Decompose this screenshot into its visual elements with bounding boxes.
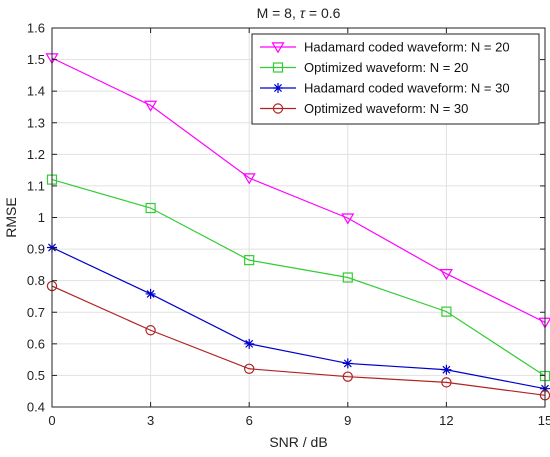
y-tick-label: 1.6 xyxy=(27,21,45,36)
x-tick-label: 6 xyxy=(246,413,253,428)
axis-ticks xyxy=(51,27,546,408)
y-tick-label: 1.3 xyxy=(27,115,45,130)
x-tick-label: 0 xyxy=(48,413,55,428)
series-lines xyxy=(51,57,546,396)
y-tick-label: 0.9 xyxy=(27,242,45,257)
x-tick-labels: 0 3 6 9 12 15 xyxy=(48,413,550,428)
data-point-series-3 xyxy=(342,358,353,369)
series-line-3 xyxy=(51,246,546,390)
data-point-series-1 xyxy=(341,213,355,225)
series-line-1 xyxy=(51,57,546,323)
y-tick-label: 0.6 xyxy=(27,336,45,351)
data-point-series-3 xyxy=(244,338,255,349)
chart-title: M = 8, τ = 0.6 xyxy=(257,5,341,21)
y-tick-label: 0.8 xyxy=(27,273,45,288)
y-tick-label: 1.1 xyxy=(27,178,45,193)
y-tick-label: 1.4 xyxy=(27,84,45,99)
data-point-series-1 xyxy=(439,268,453,281)
data-point-series-2 xyxy=(145,202,156,214)
data-point-series-2 xyxy=(441,306,452,317)
data-point-series-2 xyxy=(342,272,353,283)
legend-marker-4 xyxy=(272,103,284,114)
y-tick-labels: 0.4 0.5 0.6 0.7 0.8 0.9 1 1.1 1.2 1.3 1.4 1.5 1.6 xyxy=(27,21,45,415)
x-axis-label: SNR / dB xyxy=(269,434,327,450)
series-line-4 xyxy=(51,285,546,396)
legend-box xyxy=(251,33,540,125)
data-point-series-3 xyxy=(441,364,452,375)
data-point-series-4 xyxy=(441,377,452,388)
data-point-series-2 xyxy=(244,255,255,266)
y-tick-label: 1.5 xyxy=(27,52,45,67)
legend-marker-1 xyxy=(271,42,285,54)
data-point-series-4 xyxy=(342,371,353,382)
legend-entry-1: Hadamard coded waveform: N = 20 xyxy=(304,40,510,55)
y-tick-label: 0.5 xyxy=(27,368,45,383)
legend-marker-3 xyxy=(273,83,283,93)
data-point-series-1 xyxy=(242,173,256,185)
y-tick-label: 0.7 xyxy=(27,305,45,320)
y-axis-label: RMSE xyxy=(3,197,19,237)
legend-entry-2: Optimized waveform: N = 20 xyxy=(304,60,468,75)
y-tick-label: 1 xyxy=(38,210,45,225)
data-point-series-4 xyxy=(243,363,255,374)
chart-title-prefix: M = 8, xyxy=(257,5,300,21)
series-line-2 xyxy=(51,179,546,377)
x-tick-label: 9 xyxy=(344,413,351,428)
y-tick-label: 1.2 xyxy=(27,147,45,162)
y-tick-label: 0.4 xyxy=(27,400,45,415)
legend-marker-2 xyxy=(272,62,284,73)
x-tick-label: 15 xyxy=(538,413,550,428)
data-point-series-1 xyxy=(144,100,158,112)
legend: Hadamard coded waveform: N = 20 Optimized… xyxy=(251,33,540,125)
chart-title-symbol: τ xyxy=(300,5,306,21)
legend-entry-3: Hadamard coded waveform: N = 30 xyxy=(304,81,510,96)
legend-entry-4: Optimized waveform: N = 30 xyxy=(304,101,468,116)
data-point-series-3 xyxy=(145,288,156,299)
x-tick-label: 3 xyxy=(147,413,154,428)
x-tick-label: 12 xyxy=(439,413,453,428)
data-point-series-4 xyxy=(145,325,156,336)
chart-title-suffix: = 0.6 xyxy=(305,5,341,21)
